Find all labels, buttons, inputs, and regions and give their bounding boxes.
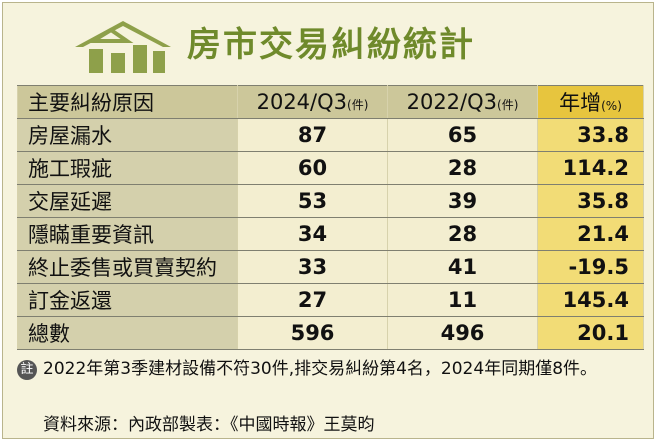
row-2024q3: 60 bbox=[237, 151, 388, 185]
row-2022q3: 65 bbox=[387, 118, 538, 152]
table-row: 訂金返還 27 11 145.4 bbox=[17, 283, 644, 317]
row-2022q3: 496 bbox=[387, 316, 538, 350]
note-badge: 註 bbox=[17, 360, 37, 380]
row-2022q3: 11 bbox=[387, 283, 538, 317]
row-2022q3: 39 bbox=[387, 184, 538, 218]
row-2024q3: 34 bbox=[237, 217, 388, 251]
row-cause: 施工瑕疵 bbox=[17, 151, 238, 185]
footnote: 註 2022年第3季建材設備不符30件,排交易糾紛第4名，2024年同期僅8件。 bbox=[17, 359, 647, 380]
table-row: 施工瑕疵 60 28 114.2 bbox=[17, 151, 644, 185]
house-logo-icon bbox=[75, 21, 171, 73]
row-growth: 35.8 bbox=[537, 184, 644, 218]
row-cause: 終止委售或買賣契約 bbox=[17, 250, 238, 284]
row-growth: 33.8 bbox=[537, 118, 644, 152]
row-2024q3: 33 bbox=[237, 250, 388, 284]
source-credit: 資料來源：內政部製表：《中國時報》王莫昀 bbox=[43, 415, 375, 435]
table-header-row: 主要糾紛原因 2024/Q3(件) 2022/Q3(件) 年增(%) bbox=[17, 85, 644, 119]
row-cause: 隱瞞重要資訊 bbox=[17, 217, 238, 251]
header-2022q3: 2022/Q3(件) bbox=[387, 85, 538, 119]
row-cause: 交屋延遲 bbox=[17, 184, 238, 218]
row-2024q3: 596 bbox=[237, 316, 388, 350]
row-cause: 訂金返還 bbox=[17, 283, 238, 317]
row-growth: 21.4 bbox=[537, 217, 644, 251]
table-row-total: 總數 596 496 20.1 bbox=[17, 316, 644, 350]
row-growth: -19.5 bbox=[537, 250, 644, 284]
row-growth: 145.4 bbox=[537, 283, 644, 317]
note-text: 2022年第3季建材設備不符30件,排交易糾紛第4名，2024年同期僅8件。 bbox=[43, 359, 598, 379]
table-row: 交屋延遲 53 39 35.8 bbox=[17, 184, 644, 218]
header-growth: 年增(%) bbox=[537, 85, 644, 119]
row-cause: 總數 bbox=[17, 316, 238, 350]
row-2022q3: 41 bbox=[387, 250, 538, 284]
table-row: 終止委售或買賣契約 33 41 -19.5 bbox=[17, 250, 644, 284]
row-2024q3: 27 bbox=[237, 283, 388, 317]
row-2024q3: 87 bbox=[237, 118, 388, 152]
row-2022q3: 28 bbox=[387, 217, 538, 251]
header-2024q3: 2024/Q3(件) bbox=[237, 85, 388, 119]
table-row: 房屋漏水 87 65 33.8 bbox=[17, 118, 644, 152]
row-growth: 20.1 bbox=[537, 316, 644, 350]
table-row: 隱瞞重要資訊 34 28 21.4 bbox=[17, 217, 644, 251]
row-2024q3: 53 bbox=[237, 184, 388, 218]
chart-title: 房市交易糾紛統計 bbox=[187, 25, 475, 65]
row-2022q3: 28 bbox=[387, 151, 538, 185]
dispute-table: 主要糾紛原因 2024/Q3(件) 2022/Q3(件) 年增(%) 房屋漏水 … bbox=[17, 85, 644, 350]
row-growth: 114.2 bbox=[537, 151, 644, 185]
row-cause: 房屋漏水 bbox=[17, 118, 238, 152]
header-cause: 主要糾紛原因 bbox=[17, 85, 238, 119]
